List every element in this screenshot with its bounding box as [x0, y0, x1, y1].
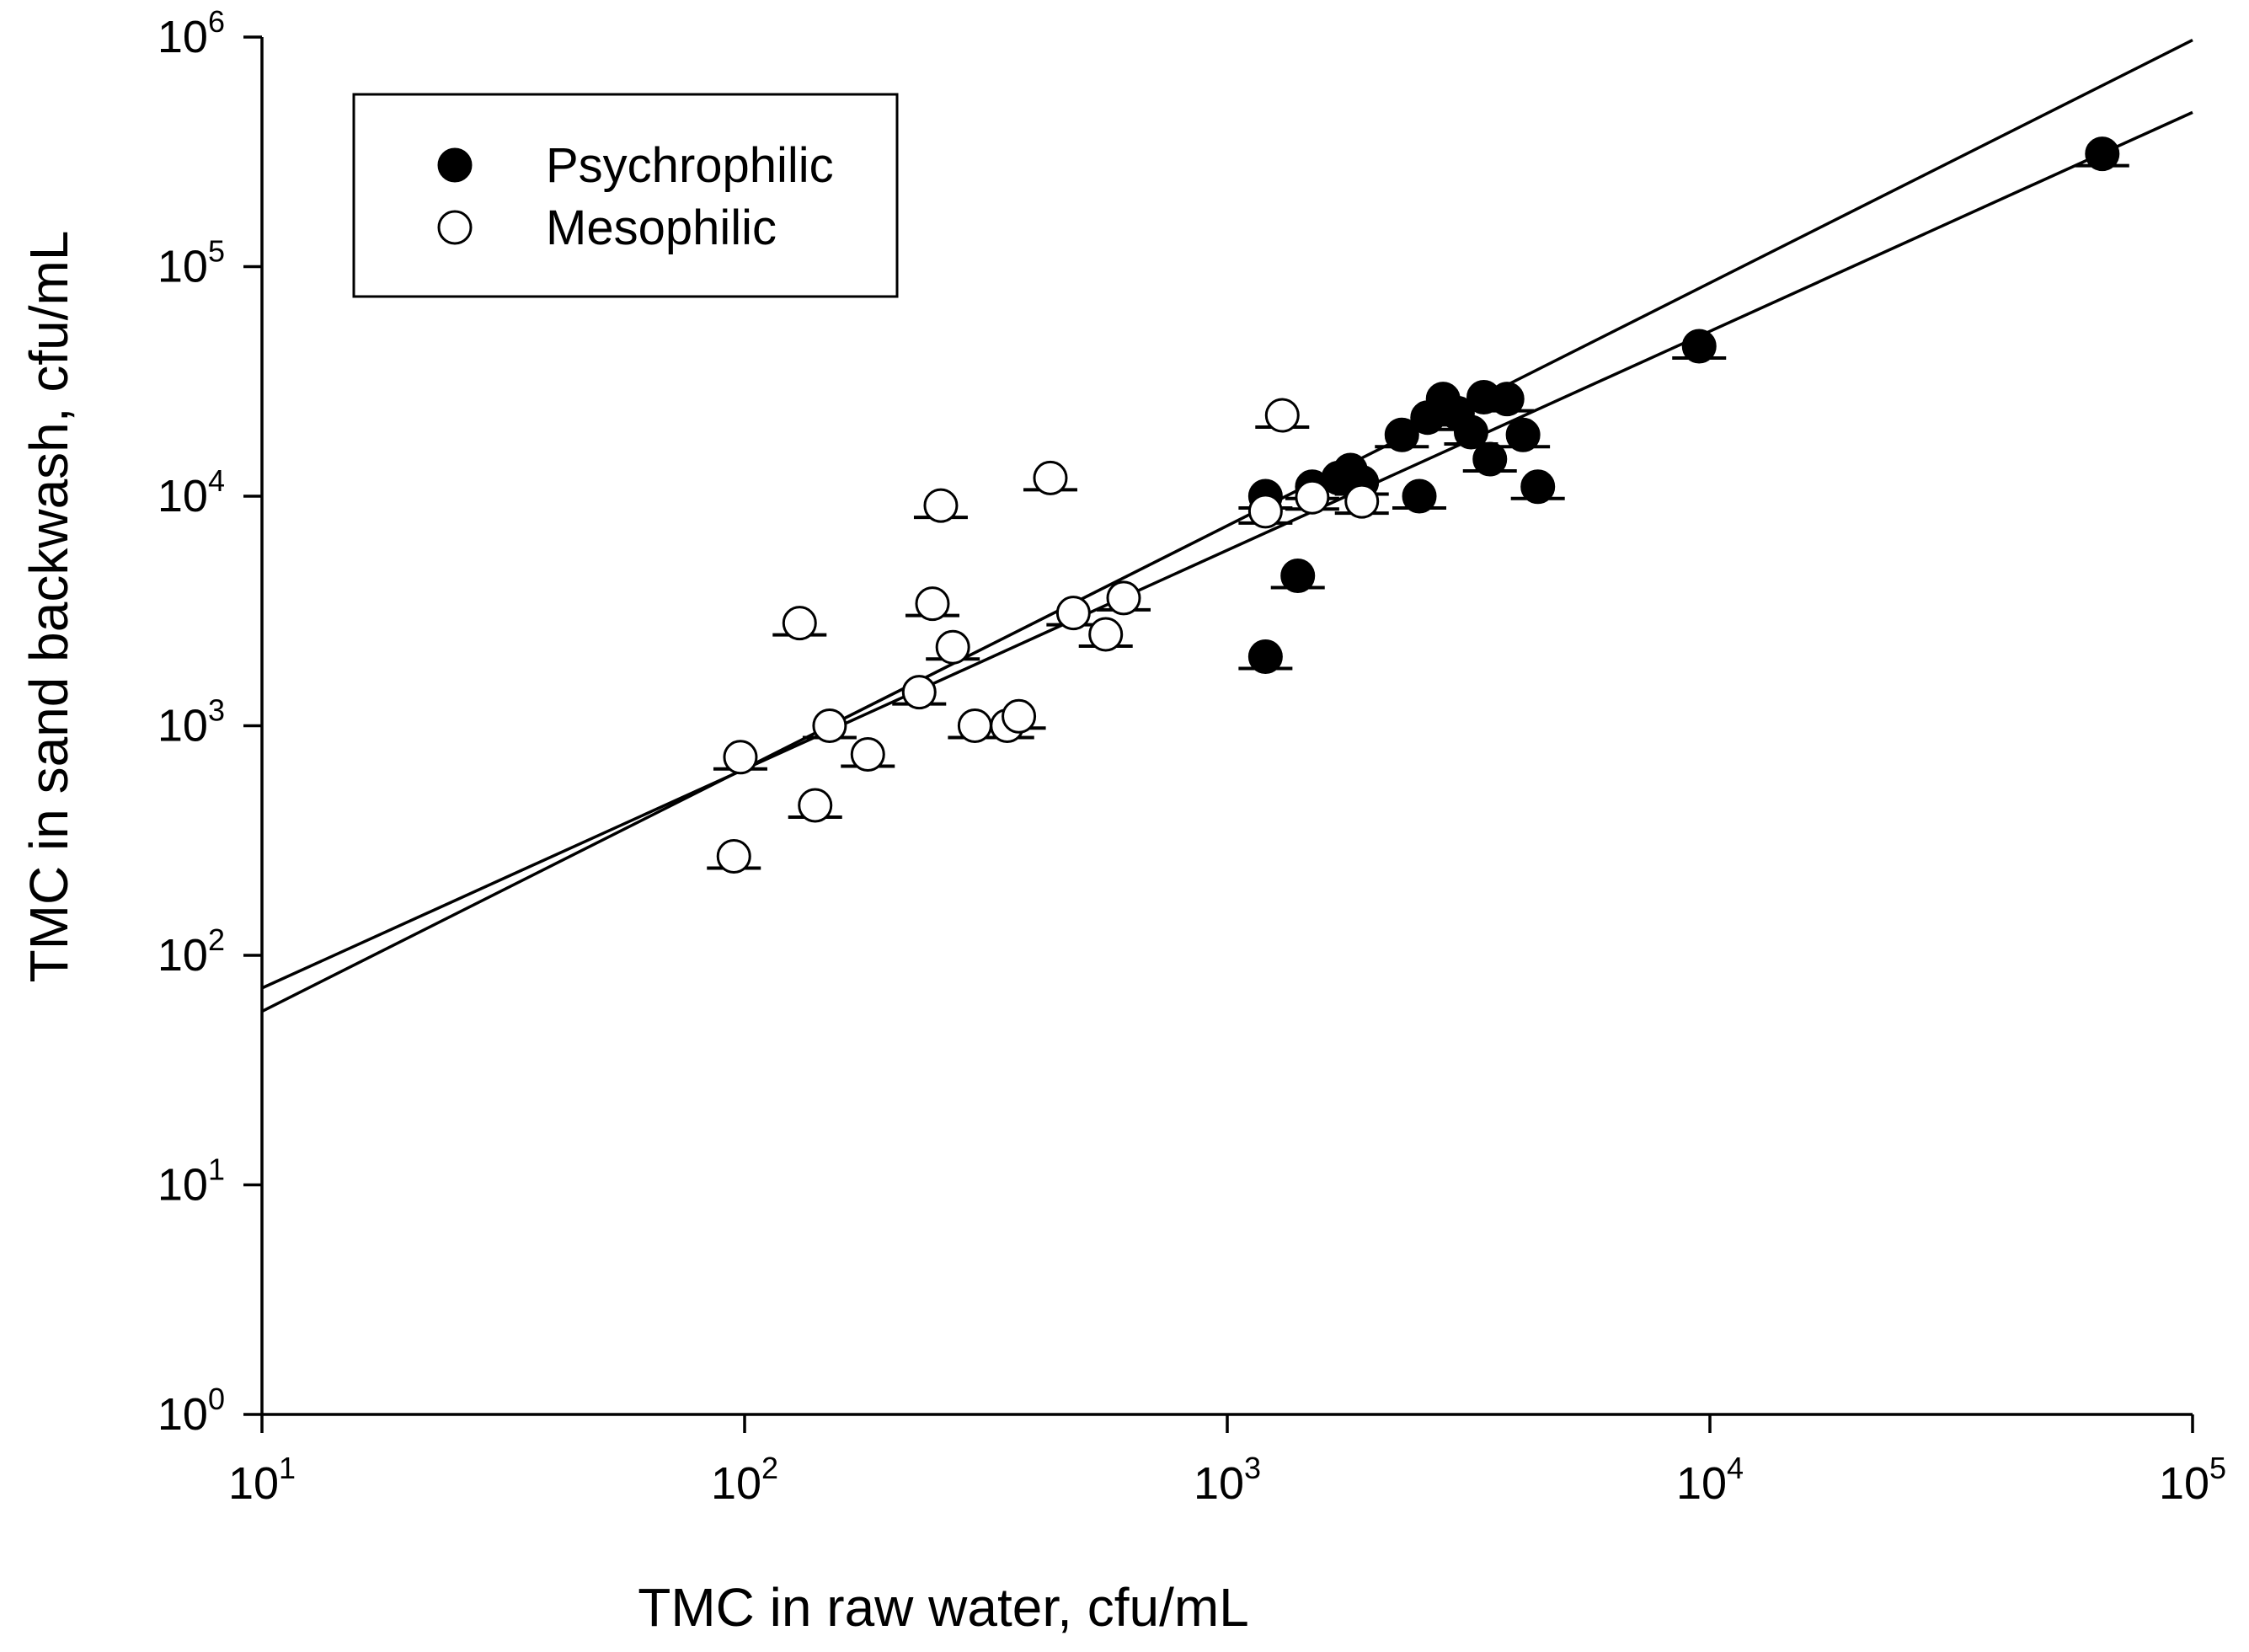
point-psychrophilic-8 [1402, 478, 1437, 514]
point-psychrophilic-16 [1505, 417, 1541, 452]
y-tick-label-3: 103 [158, 693, 225, 751]
y-tick-label-2: 102 [158, 922, 225, 981]
point-mesophilic-18 [1264, 398, 1300, 433]
point-mesophilic-15 [1088, 617, 1124, 652]
y-tick-label-0: 100 [158, 1382, 225, 1440]
legend-label-mesophilic: Mesophilic [546, 200, 777, 255]
y-tick-label-5: 105 [158, 234, 225, 292]
x-tick-label-1: 102 [711, 1451, 778, 1509]
x-tick-label-2: 103 [1194, 1451, 1261, 1509]
point-psychrophilic-14 [1472, 441, 1508, 477]
point-mesophilic-20 [1344, 484, 1380, 519]
point-mesophilic-0 [716, 838, 751, 874]
data-points [716, 136, 2120, 874]
point-mesophilic-5 [850, 737, 885, 773]
point-mesophilic-13 [1033, 460, 1068, 495]
point-psychrophilic-12 [1453, 414, 1488, 450]
fit-lines [261, 39, 2193, 1013]
point-psychrophilic-19 [2085, 136, 2120, 172]
point-mesophilic-14 [1055, 596, 1091, 631]
point-mesophilic-7 [915, 586, 950, 622]
y-axis-title: TMC in sand backwash, cfu/mL [19, 231, 79, 983]
legend-label-psychrophilic: Psychrophilic [546, 138, 834, 193]
point-mesophilic-12 [1002, 698, 1037, 734]
legend-marker-mesophilic [437, 210, 473, 245]
legend-marker-psychrophilic [437, 147, 473, 183]
x-axis-title: TMC in raw water, cfu/mL [638, 1577, 1249, 1638]
fit-shallow [261, 110, 2193, 990]
point-mesophilic-6 [901, 675, 937, 710]
point-psychrophilic-7 [1384, 417, 1419, 452]
y-tick-label-1: 101 [158, 1152, 225, 1211]
point-mesophilic-17 [1247, 494, 1283, 529]
point-mesophilic-10 [957, 708, 992, 743]
point-mesophilic-3 [798, 788, 833, 823]
point-mesophilic-19 [1295, 479, 1330, 515]
y-tick-label-4: 104 [158, 463, 225, 521]
x-tick-label-0: 101 [228, 1451, 296, 1509]
legend-box [352, 93, 899, 298]
x-tick-label-3: 104 [1676, 1451, 1744, 1509]
fit-steep [261, 39, 2193, 1013]
point-psychrophilic-18 [1681, 329, 1717, 364]
point-psychrophilic-15 [1489, 382, 1525, 417]
point-psychrophilic-6 [1280, 558, 1316, 593]
point-psychrophilic-5 [1247, 639, 1283, 674]
point-mesophilic-16 [1106, 580, 1141, 616]
point-mesophilic-9 [935, 629, 970, 665]
point-mesophilic-2 [782, 606, 817, 641]
y-tick-label-6: 106 [158, 4, 225, 62]
point-mesophilic-1 [723, 740, 758, 775]
point-mesophilic-8 [923, 488, 959, 523]
x-tick-label-4: 105 [2159, 1451, 2226, 1509]
legend: Psychrophilic Mesophilic [352, 93, 899, 298]
point-psychrophilic-17 [1520, 469, 1556, 505]
point-mesophilic-4 [812, 708, 847, 743]
